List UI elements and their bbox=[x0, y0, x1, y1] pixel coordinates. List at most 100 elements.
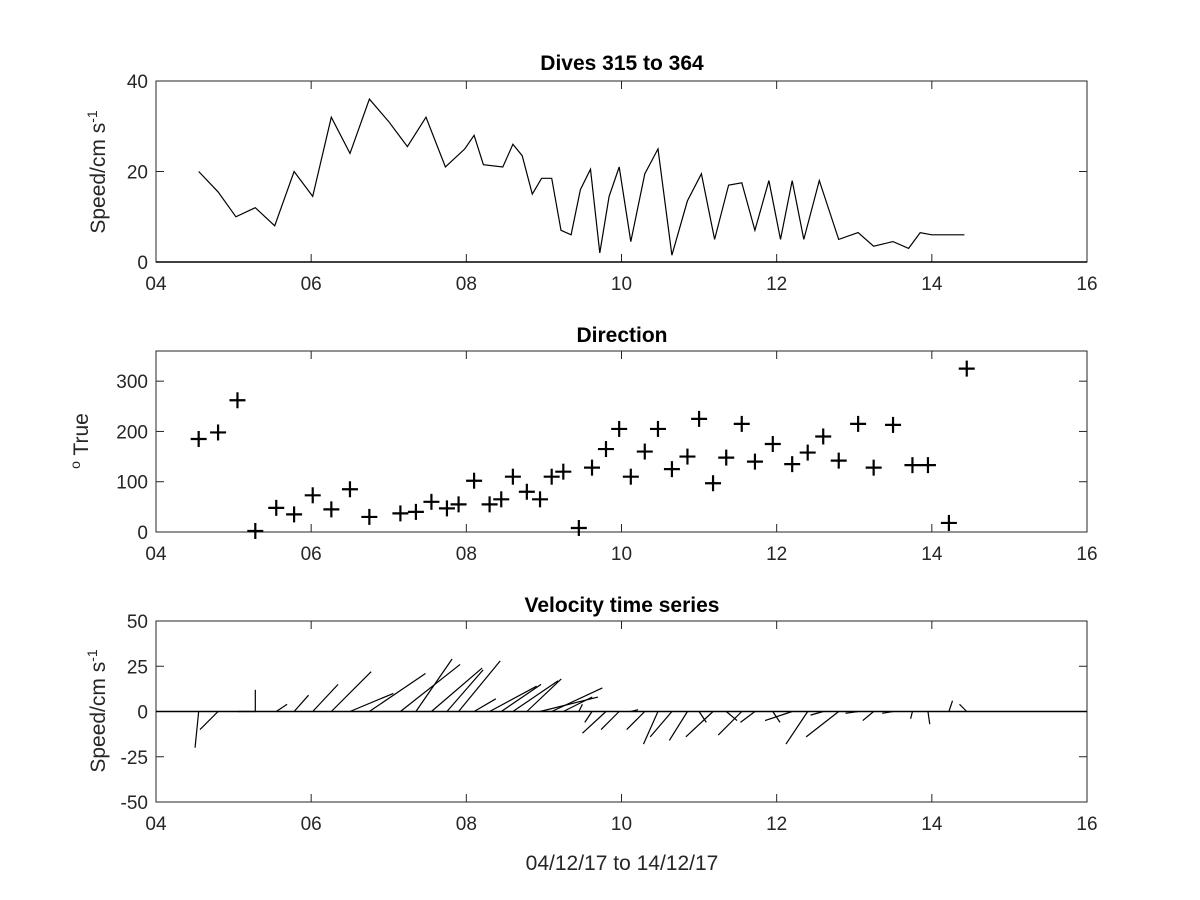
velocity-stick bbox=[630, 709, 639, 713]
velocity-stick bbox=[785, 711, 809, 745]
velocity-stick bbox=[512, 680, 559, 712]
velocity-stick bbox=[489, 685, 537, 713]
speed-xtick-label: 04 bbox=[145, 274, 167, 295]
direction-point bbox=[584, 459, 601, 476]
velocity-stick bbox=[582, 711, 607, 734]
speed-title: Dives 315 to 364 bbox=[540, 52, 704, 75]
direction-ytick-label: 300 bbox=[116, 372, 148, 393]
velocity-stick bbox=[563, 696, 593, 713]
velocity-xtick-label: 06 bbox=[301, 814, 322, 835]
velocity-stick bbox=[551, 687, 603, 713]
speed-ylabel: Speed/cm s-1 bbox=[84, 110, 110, 234]
direction-point bbox=[718, 449, 735, 466]
direction-point bbox=[407, 503, 424, 520]
velocity-panel: Velocity time series Speed/cm s-1 04 06 08… bbox=[84, 594, 1098, 875]
velocity-ytick-label: -25 bbox=[121, 748, 148, 769]
direction-point bbox=[940, 514, 957, 531]
velocity-stick bbox=[764, 710, 793, 722]
direction-point bbox=[543, 468, 560, 485]
direction-point bbox=[764, 436, 781, 453]
velocity-xtick-label: 14 bbox=[921, 814, 943, 835]
direction-point bbox=[733, 415, 750, 432]
direction-point bbox=[636, 443, 653, 460]
direction-point bbox=[885, 416, 902, 433]
direction-point bbox=[904, 457, 921, 474]
direction-point bbox=[229, 392, 246, 409]
velocity-title: Velocity time series bbox=[525, 594, 720, 617]
velocity-stick bbox=[717, 711, 743, 736]
direction-point bbox=[679, 448, 696, 465]
direction-point bbox=[746, 453, 763, 470]
direction-point bbox=[190, 430, 207, 447]
velocity-stick bbox=[882, 710, 894, 714]
velocity-ytick-label: 25 bbox=[127, 657, 148, 678]
velocity-stick bbox=[805, 711, 840, 738]
speed-xtick-label: 12 bbox=[766, 274, 787, 295]
velocity-stick bbox=[845, 710, 859, 714]
direction-ytick-label: 100 bbox=[116, 473, 148, 494]
direction-point bbox=[622, 468, 639, 485]
speed-ytick-label: 40 bbox=[127, 72, 148, 93]
velocity-stick bbox=[330, 671, 372, 712]
velocity-stick bbox=[293, 694, 310, 712]
speed-xtick-label: 08 bbox=[456, 274, 477, 295]
velocity-stick bbox=[473, 698, 497, 713]
velocity-stick bbox=[810, 710, 824, 716]
speed-xtick-label: 06 bbox=[301, 274, 322, 295]
velocity-xlabel: 04/12/17 to 14/12/17 bbox=[526, 852, 719, 875]
velocity-ylabel-main: Speed/cm s bbox=[87, 662, 110, 773]
velocity-stick bbox=[862, 711, 875, 722]
direction-point bbox=[304, 487, 321, 504]
direction-point bbox=[691, 410, 708, 427]
direction-xtick-label: 10 bbox=[611, 544, 632, 565]
direction-point bbox=[705, 475, 722, 492]
velocity-stick bbox=[446, 669, 484, 712]
direction-point bbox=[481, 496, 498, 513]
velocity-ylabel-sup: -1 bbox=[84, 649, 100, 662]
velocity-stick bbox=[349, 692, 394, 713]
velocity-stick bbox=[698, 711, 707, 723]
direction-point bbox=[504, 468, 521, 485]
direction-xtick-label: 14 bbox=[921, 544, 943, 565]
velocity-ytick-label: 0 bbox=[137, 703, 148, 724]
direction-point bbox=[268, 499, 285, 516]
direction-point bbox=[210, 424, 227, 441]
velocity-xtick-label: 12 bbox=[766, 814, 787, 835]
direction-point bbox=[570, 519, 587, 536]
velocity-stick bbox=[948, 700, 954, 712]
direction-point bbox=[247, 522, 264, 539]
speed-ylabel-main: Speed/cm s bbox=[87, 123, 110, 234]
velocity-stick bbox=[458, 660, 501, 712]
direction-ytick-label: 0 bbox=[137, 523, 148, 544]
velocity-sticks bbox=[194, 658, 968, 748]
speed-xtick-label: 10 bbox=[611, 274, 632, 295]
direction-point bbox=[611, 420, 628, 437]
direction-point bbox=[830, 452, 847, 469]
direction-point bbox=[466, 472, 483, 489]
direction-point bbox=[663, 461, 680, 478]
speed-ytick-label: 0 bbox=[137, 253, 148, 274]
direction-point bbox=[493, 491, 510, 508]
velocity-stick bbox=[668, 711, 688, 741]
direction-xtick-label: 12 bbox=[766, 544, 787, 565]
direction-point bbox=[865, 459, 882, 476]
direction-point bbox=[850, 415, 867, 432]
direction-markers bbox=[190, 360, 975, 539]
velocity-stick bbox=[649, 711, 673, 738]
velocity-ylabel: Speed/cm s-1 bbox=[84, 649, 110, 773]
speed-panel: Dives 315 to 364 Speed/cm s-1 04 06 08 10 12… bbox=[84, 52, 1098, 295]
speed-ytick-label: 20 bbox=[127, 163, 148, 184]
direction-ylabel-sup: o bbox=[67, 461, 83, 469]
velocity-stick bbox=[578, 703, 583, 712]
velocity-ytick-label: -50 bbox=[121, 793, 148, 814]
direction-point bbox=[438, 500, 455, 517]
direction-point bbox=[784, 456, 801, 473]
direction-point bbox=[361, 508, 378, 525]
velocity-stick bbox=[910, 711, 914, 719]
velocity-stick bbox=[526, 678, 562, 712]
direction-xtick-label: 04 bbox=[145, 544, 167, 565]
velocity-stick bbox=[415, 658, 453, 712]
direction-point bbox=[597, 441, 614, 458]
velocity-stick bbox=[500, 683, 542, 712]
